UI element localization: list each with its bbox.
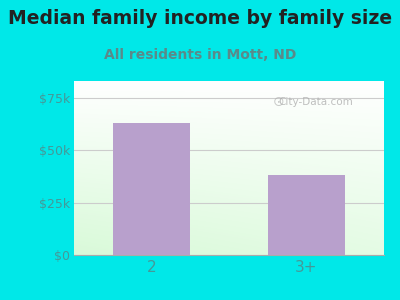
- Text: All residents in Mott, ND: All residents in Mott, ND: [104, 48, 296, 62]
- Bar: [113, 123, 190, 255]
- Bar: [268, 175, 345, 255]
- Text: City-Data.com: City-Data.com: [278, 97, 353, 107]
- Text: ⊙: ⊙: [273, 95, 284, 109]
- Text: Median family income by family size: Median family income by family size: [8, 9, 392, 28]
